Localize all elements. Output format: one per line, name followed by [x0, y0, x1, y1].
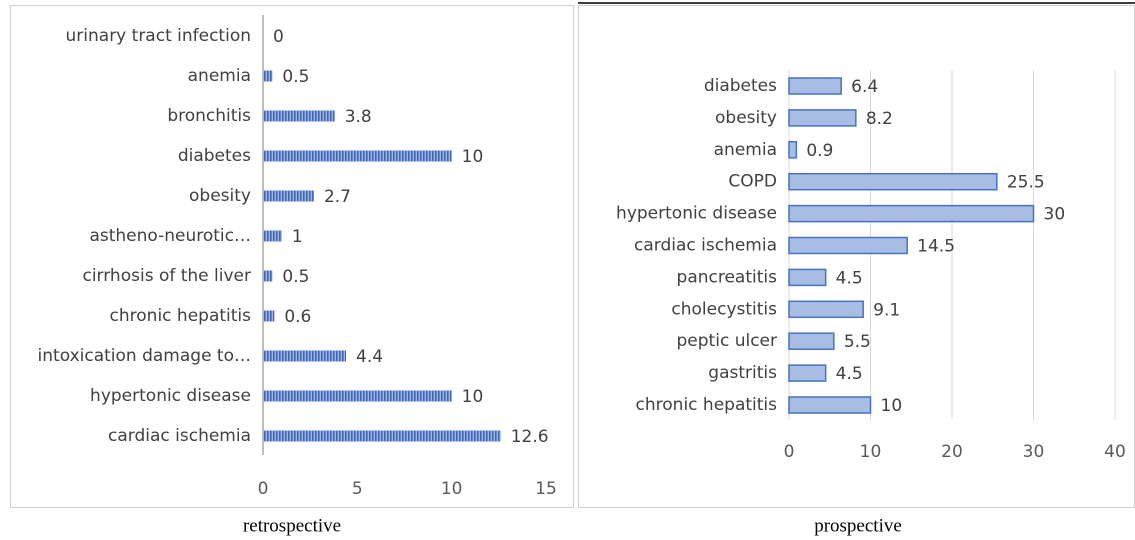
- bar: [788, 172, 998, 191]
- y-tick-label: pancreatitis: [677, 267, 778, 287]
- bar: [788, 364, 827, 382]
- y-tick-label: chronic hepatitis: [110, 306, 252, 326]
- bar: [263, 230, 282, 242]
- value-label: 9.1: [873, 300, 900, 320]
- y-tick-label: anemia: [188, 66, 251, 86]
- y-tick-label: COPD: [728, 172, 777, 192]
- y-tick-label: cardiac ischemia: [108, 426, 251, 446]
- value-label: 4.4: [356, 347, 383, 367]
- bar: [263, 270, 273, 282]
- y-tick-label: astheno-neurotic…: [89, 226, 251, 246]
- y-tick-label: intoxication damage to…: [38, 346, 251, 366]
- y-tick-label: cholecystitis: [671, 299, 777, 319]
- bar: [788, 300, 864, 319]
- y-tick-label: diabetes: [178, 146, 251, 166]
- x-tick-label: 40: [1104, 442, 1126, 462]
- bar: [263, 70, 273, 82]
- y-tick-label: hypertonic disease: [90, 386, 251, 406]
- bar: [263, 390, 452, 402]
- bar: [788, 109, 857, 127]
- bar: [263, 350, 347, 362]
- chart-caption: prospective: [814, 515, 902, 536]
- bar: [263, 430, 501, 442]
- x-tick-label: 10: [860, 442, 882, 462]
- x-tick-label: 30: [1023, 442, 1045, 462]
- y-tick-label: cirrhosis of the liver: [82, 266, 251, 286]
- value-label: 2.7: [324, 187, 351, 207]
- value-label: 4.5: [836, 268, 863, 288]
- x-tick-label: 15: [535, 479, 557, 499]
- y-tick-label: gastritis: [708, 363, 777, 383]
- bar: [788, 396, 872, 414]
- y-tick-label: obesity: [189, 186, 251, 206]
- value-label: 0.5: [282, 267, 309, 287]
- value-label: 30: [1044, 205, 1066, 225]
- value-label: 0: [273, 27, 284, 47]
- bar: [788, 332, 835, 350]
- y-tick-label: hypertonic disease: [616, 204, 777, 224]
- x-tick-label: 20: [941, 442, 963, 462]
- left-panel: [10, 5, 574, 508]
- bar: [263, 150, 452, 162]
- value-label: 0.9: [806, 141, 833, 161]
- value-label: 1: [292, 227, 303, 247]
- x-tick-label: 5: [352, 479, 363, 499]
- x-tick-label: 0: [258, 479, 269, 499]
- bar: [263, 110, 335, 122]
- value-label: 8.2: [866, 109, 893, 129]
- value-label: 10: [881, 396, 903, 416]
- y-tick-label: chronic hepatitis: [636, 395, 778, 415]
- value-label: 6.4: [851, 77, 878, 97]
- y-tick-label: diabetes: [704, 76, 777, 96]
- value-label: 25.5: [1007, 173, 1045, 193]
- value-label: 0.6: [284, 307, 311, 327]
- value-label: 12.6: [511, 427, 549, 447]
- y-tick-label: urinary tract infection: [66, 26, 251, 46]
- value-label: 5.5: [844, 332, 871, 352]
- value-label: 3.8: [345, 107, 372, 127]
- y-tick-label: obesity: [715, 108, 777, 128]
- y-tick-label: anemia: [714, 140, 777, 160]
- x-tick-label: 10: [441, 479, 463, 499]
- bar: [788, 236, 908, 255]
- y-tick-label: bronchitis: [167, 106, 251, 126]
- value-label: 4.5: [836, 364, 863, 384]
- bar: [788, 268, 827, 287]
- y-tick-label: cardiac ischemia: [634, 236, 777, 256]
- bar: [263, 310, 275, 322]
- value-label: 14.5: [917, 237, 955, 257]
- bar: [788, 77, 842, 95]
- value-label: 0.5: [282, 67, 309, 87]
- x-tick-label: 0: [784, 442, 795, 462]
- y-tick-label: peptic ulcer: [677, 331, 777, 351]
- bar: [263, 190, 314, 202]
- value-label: 10: [462, 147, 484, 167]
- bar: [788, 204, 1035, 223]
- bar: [788, 141, 798, 159]
- chart-caption: retrospective: [243, 515, 341, 536]
- value-label: 10: [462, 387, 484, 407]
